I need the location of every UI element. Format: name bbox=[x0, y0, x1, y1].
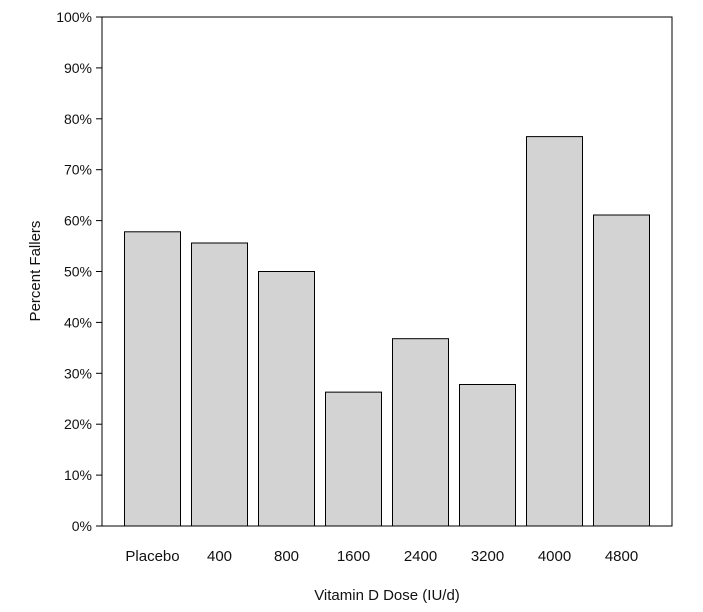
y-tick-label: 70% bbox=[64, 162, 92, 178]
x-tick-label: Placebo bbox=[125, 548, 179, 565]
x-axis-label: Vitamin D Dose (IU/d) bbox=[314, 587, 460, 604]
y-tick-label: 10% bbox=[64, 467, 92, 483]
y-axis-label: Percent Fallers bbox=[27, 221, 44, 322]
x-tick-label: 2400 bbox=[404, 548, 437, 565]
y-tick-label: 20% bbox=[64, 416, 92, 432]
bar-4800 bbox=[593, 214, 650, 527]
bar-800 bbox=[258, 271, 315, 527]
x-tick-label: 4800 bbox=[605, 548, 638, 565]
y-tick-label: 0% bbox=[72, 518, 92, 534]
x-axis: Placebo 400 800 1600 2400 3200 4000 4800 bbox=[125, 548, 638, 565]
bars-group bbox=[124, 136, 650, 527]
y-tick-label: 60% bbox=[64, 213, 92, 229]
y-tick-label: 50% bbox=[64, 264, 92, 280]
x-tick-label: 1600 bbox=[337, 548, 370, 565]
y-tick-label: 100% bbox=[56, 9, 92, 25]
x-tick-label: 4000 bbox=[538, 548, 571, 565]
y-tick-label: 40% bbox=[64, 314, 92, 330]
x-tick-label: 800 bbox=[274, 548, 299, 565]
y-tick-label: 80% bbox=[64, 111, 92, 127]
plot-frame bbox=[101, 16, 673, 527]
bar-2400 bbox=[392, 338, 449, 527]
bar-3200 bbox=[459, 383, 516, 527]
bar-1600 bbox=[325, 391, 382, 527]
x-tick-label: 400 bbox=[207, 548, 232, 565]
bar-4000 bbox=[526, 136, 583, 527]
bar-400 bbox=[191, 242, 248, 527]
bar-placebo bbox=[124, 231, 181, 527]
y-tick-label: 30% bbox=[64, 365, 92, 381]
x-tick-label: 3200 bbox=[471, 548, 504, 565]
y-tick-label: 90% bbox=[64, 60, 92, 76]
